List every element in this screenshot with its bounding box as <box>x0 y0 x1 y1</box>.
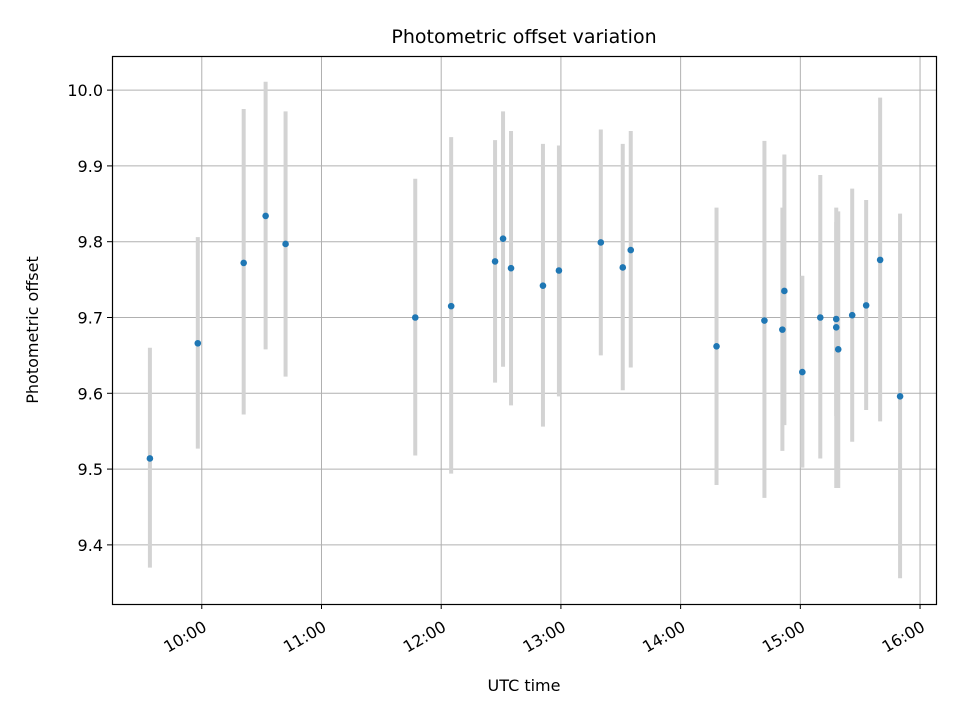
data-point-21 <box>832 324 840 331</box>
data-point-11 <box>555 267 563 274</box>
data-point-3 <box>262 212 269 220</box>
data-point-26 <box>876 256 884 264</box>
data-point-23 <box>834 346 842 353</box>
data-point-12 <box>597 239 605 246</box>
data-point-6 <box>447 302 455 310</box>
data-point-16 <box>761 317 768 324</box>
data-point-19 <box>799 368 806 376</box>
data-point-7 <box>491 258 499 265</box>
plot-frame <box>111 55 938 606</box>
x-axis-title: UTC time <box>488 676 561 695</box>
y-tick-label-4: 9.8 <box>78 233 103 252</box>
data-point-18 <box>781 287 788 295</box>
y-tick-label-6: 10.0 <box>67 81 103 100</box>
data-point-24 <box>848 311 856 319</box>
data-point-15 <box>713 342 720 350</box>
data-point-2 <box>240 259 247 267</box>
data-point-20 <box>816 314 824 321</box>
data-point-8 <box>499 235 507 242</box>
chart-title: Photometric offset variation <box>391 26 656 48</box>
data-point-22 <box>832 315 840 323</box>
data-point-13 <box>619 264 627 271</box>
data-point-17 <box>779 326 786 333</box>
data-point-5 <box>411 314 419 321</box>
y-tick-label-1: 9.5 <box>78 460 103 479</box>
data-point-10 <box>539 282 547 289</box>
y-tick-label-5: 9.9 <box>78 157 103 176</box>
data-point-14 <box>627 246 635 254</box>
data-point-27 <box>896 393 904 400</box>
y-axis: 9.4 9.5 9.6 9.7 9.8 9.9 10.0 <box>67 81 112 555</box>
data-point-4 <box>282 240 289 248</box>
y-tick-label-0: 9.4 <box>78 536 103 555</box>
y-tick-label-2: 9.6 <box>78 384 103 403</box>
data-point-1 <box>194 339 202 347</box>
y-tick-label-3: 9.7 <box>78 308 103 327</box>
data-point-9 <box>507 264 515 272</box>
data-point-25 <box>862 302 870 309</box>
data-point-0 <box>146 455 154 462</box>
y-axis-title: Photometric offset <box>23 256 42 404</box>
data-points <box>146 212 904 462</box>
